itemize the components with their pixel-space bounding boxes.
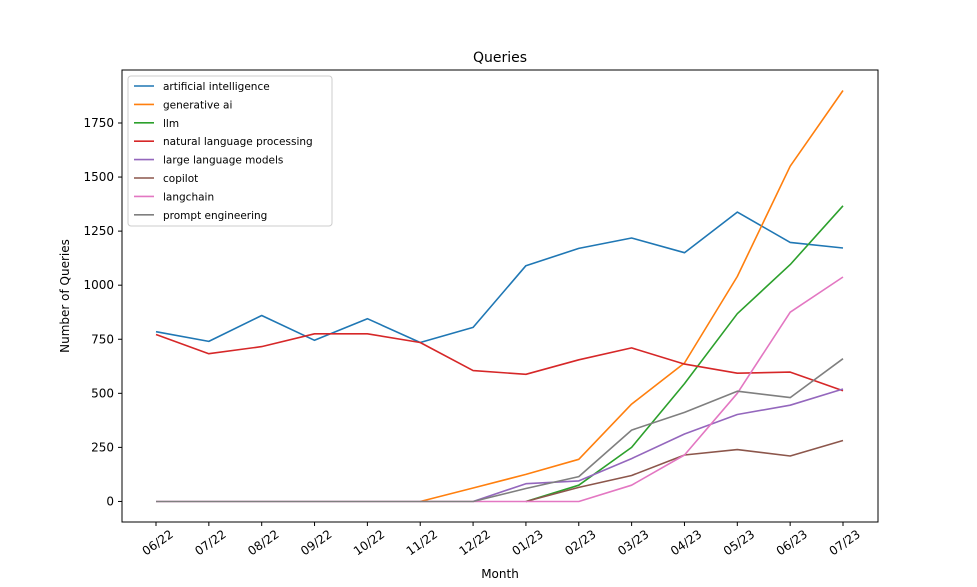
y-tick-label: 750 — [91, 332, 114, 346]
legend-entry: generative ai — [163, 99, 232, 111]
chart-title: Queries — [473, 50, 527, 66]
series-line — [156, 358, 844, 503]
y-axis-label: Number of Queries — [58, 239, 72, 353]
series-line — [472, 388, 844, 503]
series-line — [155, 211, 844, 344]
legend-entry: natural language processing — [163, 136, 313, 148]
legend-entry: llm — [163, 118, 179, 130]
legend-box — [127, 75, 333, 227]
series-line — [525, 205, 844, 503]
legend-entry: copilot — [163, 173, 198, 185]
x-axis-label: Month — [481, 567, 519, 581]
series-line — [155, 332, 844, 392]
y-tick-label: 250 — [91, 440, 114, 454]
plot-frame — [121, 69, 879, 523]
y-tick-label: 1000 — [83, 278, 114, 292]
y-tick-label: 1750 — [83, 116, 114, 130]
legend-entry: langchain — [163, 191, 214, 203]
legend-entry: prompt engineering — [163, 210, 267, 222]
series-line — [420, 90, 844, 503]
y-tick-label: 1250 — [83, 224, 114, 238]
y-tick-label: 1500 — [83, 170, 114, 184]
legend-entry: large language models — [163, 155, 283, 167]
plot-lines — [155, 90, 844, 503]
y-tick-label: 0 — [106, 494, 114, 508]
legend: artificial intelligence generative ai llm n… — [127, 75, 333, 227]
legend-entry: artificial intelligence — [163, 81, 270, 93]
y-axis: 0 250 500 750 1000 1250 1500 1750 — [83, 116, 122, 508]
y-tick-label: 500 — [91, 386, 114, 400]
